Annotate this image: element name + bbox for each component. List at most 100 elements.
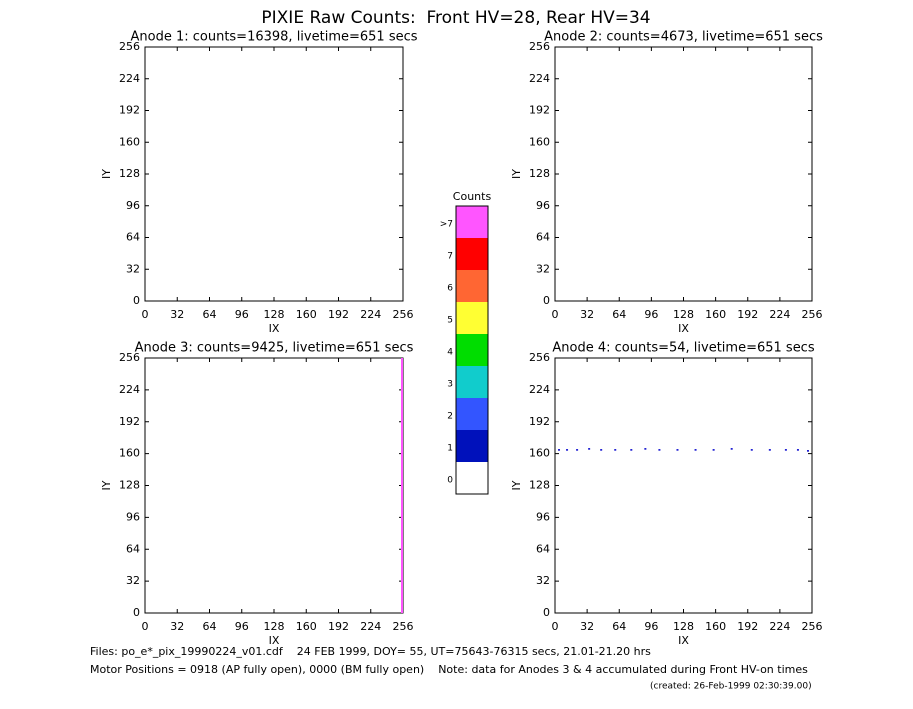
x-tick-label: 96: [235, 620, 249, 633]
y-axis-label: IY: [510, 480, 523, 490]
y-tick-label: 128: [529, 167, 550, 180]
x-tick-label: 96: [644, 620, 658, 633]
x-tick-label: 0: [142, 620, 149, 633]
x-tick-label: 160: [296, 620, 317, 633]
x-tick-label: 0: [552, 620, 559, 633]
data-point: [600, 449, 603, 451]
x-tick-label: 160: [705, 620, 726, 633]
x-tick-label: 64: [612, 620, 626, 633]
y-tick-label: 192: [529, 104, 550, 117]
colorbar-title: Counts: [453, 190, 492, 203]
x-axis-label: IX: [678, 634, 689, 647]
x-tick-label: 224: [360, 308, 381, 321]
y-tick-label: 96: [536, 510, 550, 523]
x-axis-label: IX: [678, 322, 689, 335]
y-tick-label: 0: [543, 294, 550, 307]
y-axis-label: IY: [510, 169, 523, 179]
y-tick-label: 0: [133, 606, 140, 619]
x-tick-label: 32: [170, 620, 184, 633]
y-tick-label: 64: [536, 542, 550, 555]
y-tick-label: 256: [529, 40, 550, 53]
x-tick-label: 64: [203, 308, 217, 321]
x-tick-label: 224: [769, 620, 790, 633]
y-tick-label: 224: [119, 72, 140, 85]
data-point: [676, 449, 679, 451]
y-tick-label: 256: [119, 351, 140, 364]
colorbar-label: 4: [447, 348, 453, 358]
x-tick-label: 160: [296, 308, 317, 321]
x-axis-label: IX: [269, 322, 280, 335]
x-tick-label: 64: [612, 308, 626, 321]
footer-motor: Motor Positions = 0918 (AP fully open), …: [90, 663, 808, 676]
colorbar-label: 6: [447, 284, 453, 294]
data-point: [768, 449, 771, 451]
x-tick-label: 192: [737, 620, 758, 633]
y-tick-label: 0: [133, 294, 140, 307]
x-tick-label: 160: [705, 308, 726, 321]
colorbar-label: 1: [447, 444, 453, 454]
colorbar-cell: [456, 430, 488, 462]
colorbar-cell: [456, 238, 488, 270]
colorbar-cell: [456, 206, 488, 238]
y-tick-label: 224: [529, 72, 550, 85]
colorbar-cell: [456, 366, 488, 398]
y-tick-label: 224: [119, 383, 140, 396]
footer-files: Files: po_e*_pix_19990224_v01.cdf 24 FEB…: [90, 645, 651, 658]
data-point: [566, 449, 569, 451]
y-tick-label: 192: [529, 415, 550, 428]
colorbar-label: 3: [447, 380, 453, 390]
data-point: [614, 449, 617, 451]
x-tick-label: 128: [264, 308, 285, 321]
y-tick-label: 128: [529, 479, 550, 492]
x-tick-label: 192: [328, 308, 349, 321]
x-tick-label: 0: [142, 308, 149, 321]
colorbar-cell: [456, 398, 488, 430]
x-tick-label: 256: [393, 308, 414, 321]
data-point: [806, 450, 809, 452]
y-tick-label: 96: [126, 510, 140, 523]
colorbar-frame: [455, 205, 489, 495]
x-tick-label: 128: [673, 308, 694, 321]
y-tick-label: 192: [119, 104, 140, 117]
y-tick-label: 128: [119, 167, 140, 180]
y-axis-label: IY: [100, 480, 113, 490]
data-point: [784, 449, 787, 451]
x-tick-label: 256: [802, 308, 823, 321]
panel-title: Anode 2: counts=4673, livetime=651 secs: [544, 30, 823, 45]
colorbar-label: >7: [440, 220, 453, 230]
y-tick-label: 256: [529, 351, 550, 364]
data-point: [558, 449, 561, 451]
y-tick-label: 32: [536, 262, 550, 275]
y-tick-label: 64: [126, 542, 140, 555]
footer-created: (created: 26-Feb-1999 02:30:39.00): [650, 682, 812, 692]
y-tick-label: 256: [119, 40, 140, 53]
x-tick-label: 64: [203, 620, 217, 633]
data-point: [796, 449, 799, 451]
x-tick-label: 224: [360, 620, 381, 633]
panel-title: Anode 4: counts=54, livetime=651 secs: [552, 341, 814, 356]
y-tick-label: 128: [119, 479, 140, 492]
y-axis-label: IY: [100, 169, 113, 179]
y-tick-label: 224: [529, 383, 550, 396]
y-tick-label: 96: [126, 199, 140, 212]
panel-title: Anode 3: counts=9425, livetime=651 secs: [135, 341, 414, 356]
data-point: [658, 449, 661, 451]
x-tick-label: 256: [393, 620, 414, 633]
colorbar-cell: [456, 302, 488, 334]
colorbar-label: 2: [447, 412, 453, 422]
x-tick-label: 128: [673, 620, 694, 633]
y-tick-label: 160: [529, 447, 550, 460]
y-tick-label: 64: [536, 231, 550, 244]
panel-title: Anode 1: counts=16398, livetime=651 secs: [130, 30, 417, 45]
data-point: [694, 449, 697, 451]
y-tick-label: 32: [126, 262, 140, 275]
y-tick-label: 32: [126, 574, 140, 587]
colorbar-label: 5: [447, 316, 453, 326]
x-tick-label: 192: [328, 620, 349, 633]
colorbar-cell: [456, 334, 488, 366]
data-point: [730, 448, 733, 450]
y-tick-label: 160: [119, 447, 140, 460]
x-tick-label: 32: [580, 308, 594, 321]
colorbar-cell: [456, 270, 488, 302]
